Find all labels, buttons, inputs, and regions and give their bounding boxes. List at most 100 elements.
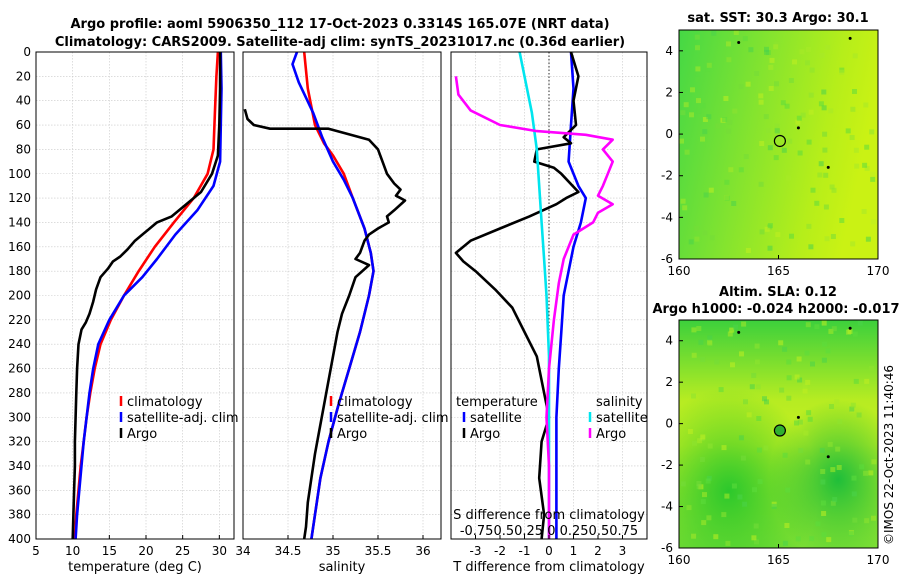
depth-tick-label: 160 [8,240,31,254]
map-pixel [756,416,762,421]
map-pixel [769,57,775,63]
depth-tick-label: 120 [8,191,31,205]
map-pixel [786,359,792,365]
depth-tick-label: 280 [8,386,31,400]
map-pixel [705,478,711,484]
map-pixel [821,320,827,326]
island-dot [796,126,800,130]
depth-tick-label: 380 [8,508,31,522]
map-pixel [729,327,735,333]
map-pixel [862,162,868,168]
map-pixel [774,123,780,129]
map-pixel [706,515,712,521]
map-pixel [802,388,808,394]
map-pixel [852,89,857,94]
map-pixel [754,71,760,76]
map-pixel [785,487,791,493]
map-pixel [757,479,763,485]
map-pixel [724,179,730,185]
map-pixel [751,535,757,541]
map-pixel [705,66,711,72]
map-pixel [808,92,814,98]
depth-tick-label: 260 [8,362,31,376]
map-pixel [814,200,820,206]
map-x-tick-label: 160 [668,553,691,567]
map-pixel [756,447,762,453]
map-pixel [780,100,786,106]
island-dot [737,40,741,44]
map-pixel [753,523,759,529]
x-tick-label: -1 [519,544,531,558]
map-pixel [821,89,827,95]
sla-map-subtitle: Argo h1000: -0.024 h2000: -0.017 [652,302,899,317]
legend-label-satellite: satellite-adj. clim [127,411,239,426]
map-pixel [758,99,764,105]
island-dot [737,330,741,334]
map-y-tick-label: -4 [661,210,673,224]
x-tick-label: 10 [65,544,80,558]
map-pixel [805,459,811,465]
map-pixel [798,448,804,454]
map-pixel [743,399,748,405]
island-dot [826,165,830,169]
difference-top-label: S difference from climatology [453,508,645,523]
map-pixel [861,209,867,214]
series-line-t-satellite [555,51,588,539]
map-pixel [754,539,759,545]
map-y-tick-label: 2 [665,85,673,99]
map-pixel [827,441,833,447]
series-line-satellite-adj-clim [291,51,375,540]
map-pixel [774,41,780,47]
map-pixel [696,108,702,114]
map-pixel [789,233,794,239]
map-pixel [784,103,790,109]
argo-location-marker [773,424,786,437]
series-line-s-argo [454,76,615,539]
map-pixel [837,419,843,424]
x-tick-label: 36 [415,544,430,558]
map-pixel [724,493,730,499]
map-pixel [853,147,859,153]
map-pixel [727,119,733,125]
map-pixel [839,218,845,223]
map-pixel [730,362,735,368]
depth-tick-label: 100 [8,167,31,181]
legend-label-climatology: climatology [127,395,203,410]
sla-map: Altim. SLA: 0.12 Argo h1000: -0.024 h200… [652,285,899,567]
map-x-tick-label: 165 [767,264,790,278]
depth-tick-label: 140 [8,215,31,229]
map-pixel [723,195,729,200]
map-pixel [706,475,712,481]
map-pixel [742,501,748,507]
map-pixel [830,467,836,473]
map-pixel [773,155,779,161]
map-pixel [700,499,706,505]
map-pixel [767,145,773,151]
map-pixel [731,201,737,206]
map-pixel [864,165,870,171]
map-pixel [733,30,739,35]
map-pixel [714,359,720,365]
argo-location-marker [773,134,786,148]
map-pixel [821,532,827,538]
difference-xlabel: T difference from climatology [452,560,645,575]
map-pixel [814,324,820,330]
map-pixel [723,96,729,101]
legend-label-s-argo: Argo [596,427,626,442]
map-pixel [695,66,701,72]
x-tick-label: 5 [32,544,40,558]
map-pixel [775,232,781,238]
map-pixel [764,399,769,405]
map-pixel [796,356,802,362]
depth-tick-label: 340 [8,459,31,473]
map-pixel [871,459,877,465]
sst-map: sat. SST: 30.3 Argo: 30.1 160 165 170 4 2 0 -… [661,11,889,278]
map-pixel [792,59,797,65]
figure-title-line2: Climatology: CARS2009. Satellite-adj cli… [55,35,625,50]
depth-tick-label: 300 [8,410,31,424]
map-pixel [738,84,744,90]
salinity-legend: climatology satellite-adj. clim Argo [329,395,449,442]
map-pixel [738,167,744,173]
map-x-tick-label: 170 [867,553,890,567]
map-pixel [733,324,739,330]
